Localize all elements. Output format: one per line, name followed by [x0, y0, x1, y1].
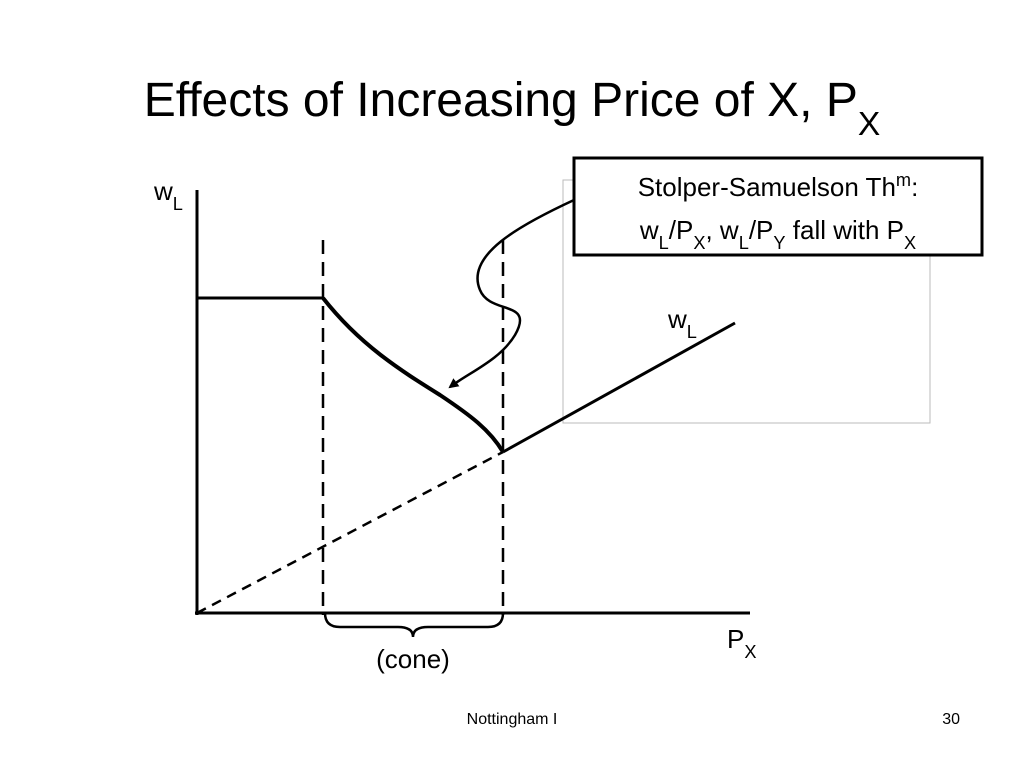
- callout-line: Stolper-Samuelson Thm:: [638, 170, 919, 202]
- curve-label: wL: [667, 304, 697, 342]
- y-axis-label: wL: [153, 176, 183, 214]
- rising-segment: [502, 321, 736, 454]
- wage-curve: [321, 296, 505, 454]
- x-axis-label: PX: [727, 624, 756, 662]
- footer-text: Nottingham I: [467, 711, 558, 728]
- diagram-lines: [195, 190, 750, 638]
- cone-brace: [323, 612, 505, 638]
- callout-line: wL/PX, wL/PY fall with PX: [639, 215, 916, 253]
- slide-title: Effects of Increasing Price of X, PX: [144, 74, 881, 143]
- callout-box: [572, 156, 984, 257]
- callout-arrow: [448, 198, 575, 389]
- ray-dashed: [196, 450, 504, 615]
- page-number: 30: [942, 711, 960, 728]
- cone-label: (cone): [376, 644, 450, 674]
